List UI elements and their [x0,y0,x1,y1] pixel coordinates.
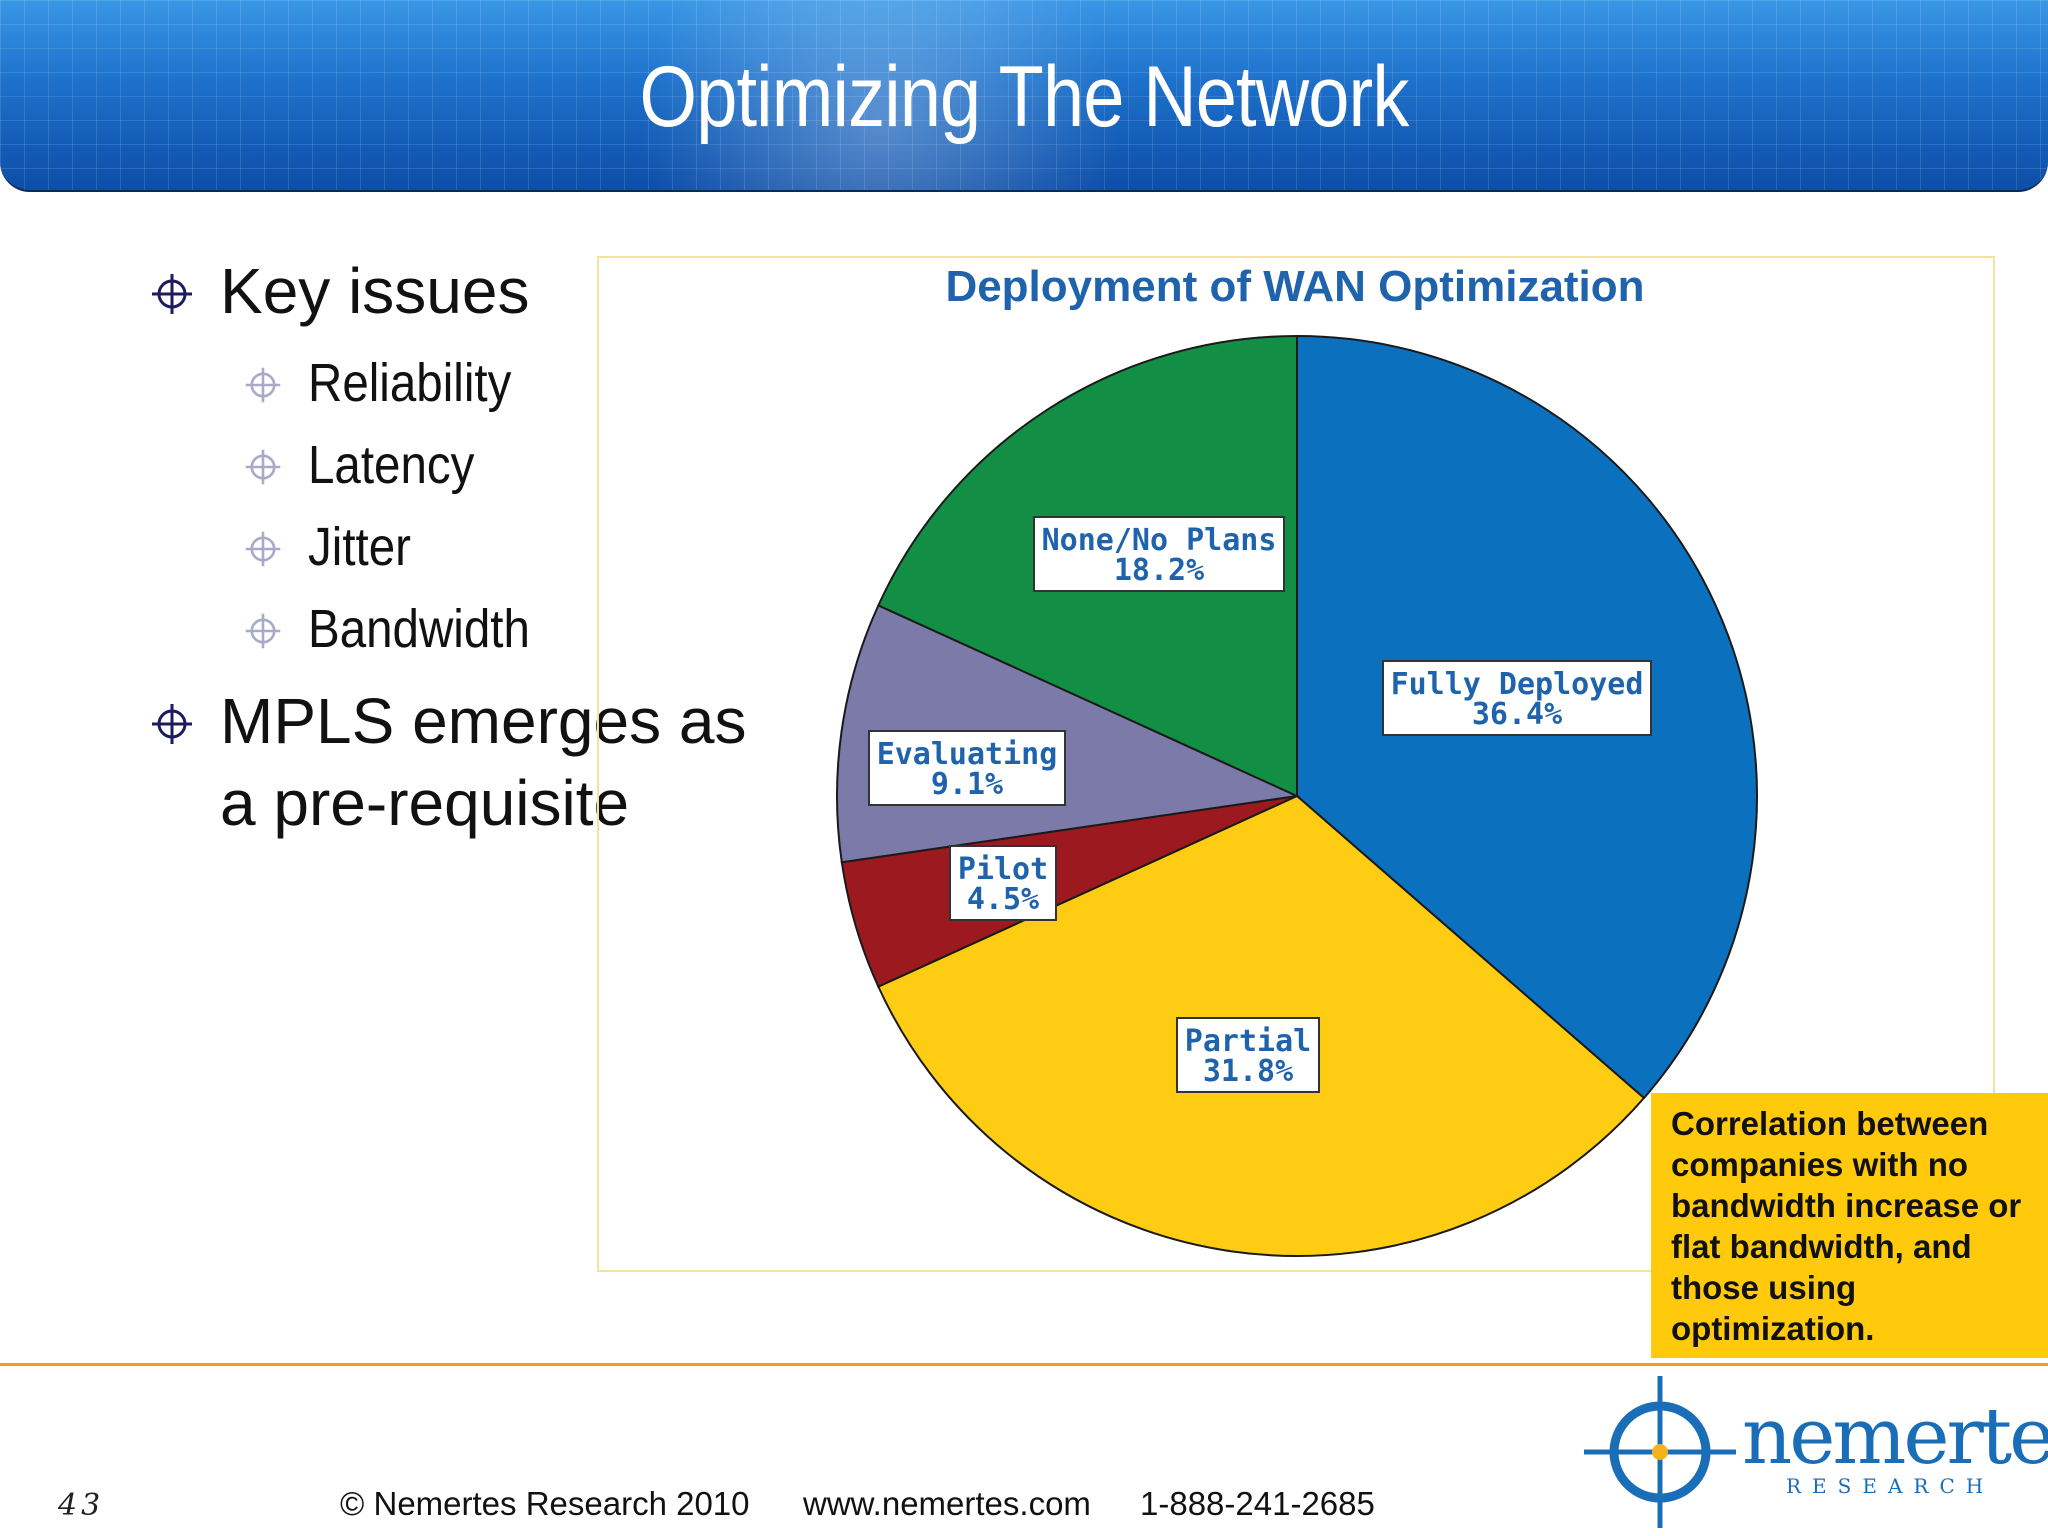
bullet-mpls: MPLS emerges as a pre-requisite [140,680,800,844]
footer-divider [0,1363,2048,1366]
slide-header: Optimizing The Network [0,0,2048,192]
crosshair-bullet-icon [152,274,192,314]
sub-bullet-item: Bandwidth [140,588,800,670]
bullet-key-issues: Key issues [140,250,800,332]
sub-bullet-text: Jitter [308,517,411,577]
chart-title: Deployment of WAN Optimization [945,262,1645,311]
sub-bullet-item: Jitter [140,506,800,588]
header-globe-sheen [620,0,1140,190]
bullet-mpls-line1: MPLS emerges as [220,685,747,757]
sub-bullet-text: Latency [308,435,475,495]
bullet-list: Key issues Reliability Latency Jitter [140,250,800,854]
logo-subtitle: RESEARCH [1786,1474,1995,1498]
pie-slice-value: 9.1% [931,767,1003,802]
pie-slice-value: 31.8% [1203,1054,1293,1089]
sub-bullet-text: Bandwidth [308,599,530,659]
pie-slice-value: 36.4% [1472,697,1562,732]
sub-bullet-item: Latency [140,424,800,506]
footer-website[interactable]: www.nemertes.com [803,1485,1091,1522]
slide-title: Optimizing The Network [639,49,1410,145]
crosshair-bullet-icon [245,613,281,649]
pie-slice-label: Evaluating [877,737,1058,772]
header-grid-pattern [0,0,2048,190]
pie-slice-value: 18.2% [1114,553,1204,588]
footer-phone: 1-888-241-2685 [1140,1485,1375,1522]
crosshair-bullet-icon [245,449,281,485]
footer-copyright: © Nemertes Research 2010 [340,1485,750,1522]
pie-slice-label: Fully Deployed [1391,667,1644,702]
bullet-key-issues-text: Key issues [220,255,530,327]
nemertes-logo-icon [1584,1376,1736,1528]
sub-bullet-item: Reliability [140,342,800,424]
callout-box: Correlation between companies with no ba… [1651,1093,2048,1358]
pie-slice-value: 4.5% [967,882,1039,917]
pie-label-box [1176,1017,1320,1093]
pie-slice-label: None/No Plans [1042,523,1277,558]
pie-label-box [868,730,1066,806]
crosshair-bullet-icon [152,704,192,744]
crosshair-bullet-icon [245,531,281,567]
logo-wordmark: nemertes [1742,1392,2048,1482]
sub-bullet-text: Reliability [308,353,512,413]
bullet-mpls-line2: a pre-requisite [220,767,630,839]
pie-label-box [949,845,1057,921]
page-number: 43 [58,1488,105,1523]
pie-slice-label: Pilot [958,852,1048,887]
crosshair-bullet-icon [245,367,281,403]
pie-slice-label: Partial [1185,1024,1311,1059]
pie-label-box [1382,660,1652,736]
pie-label-box [1033,516,1285,592]
chart-frame [597,256,1995,1272]
